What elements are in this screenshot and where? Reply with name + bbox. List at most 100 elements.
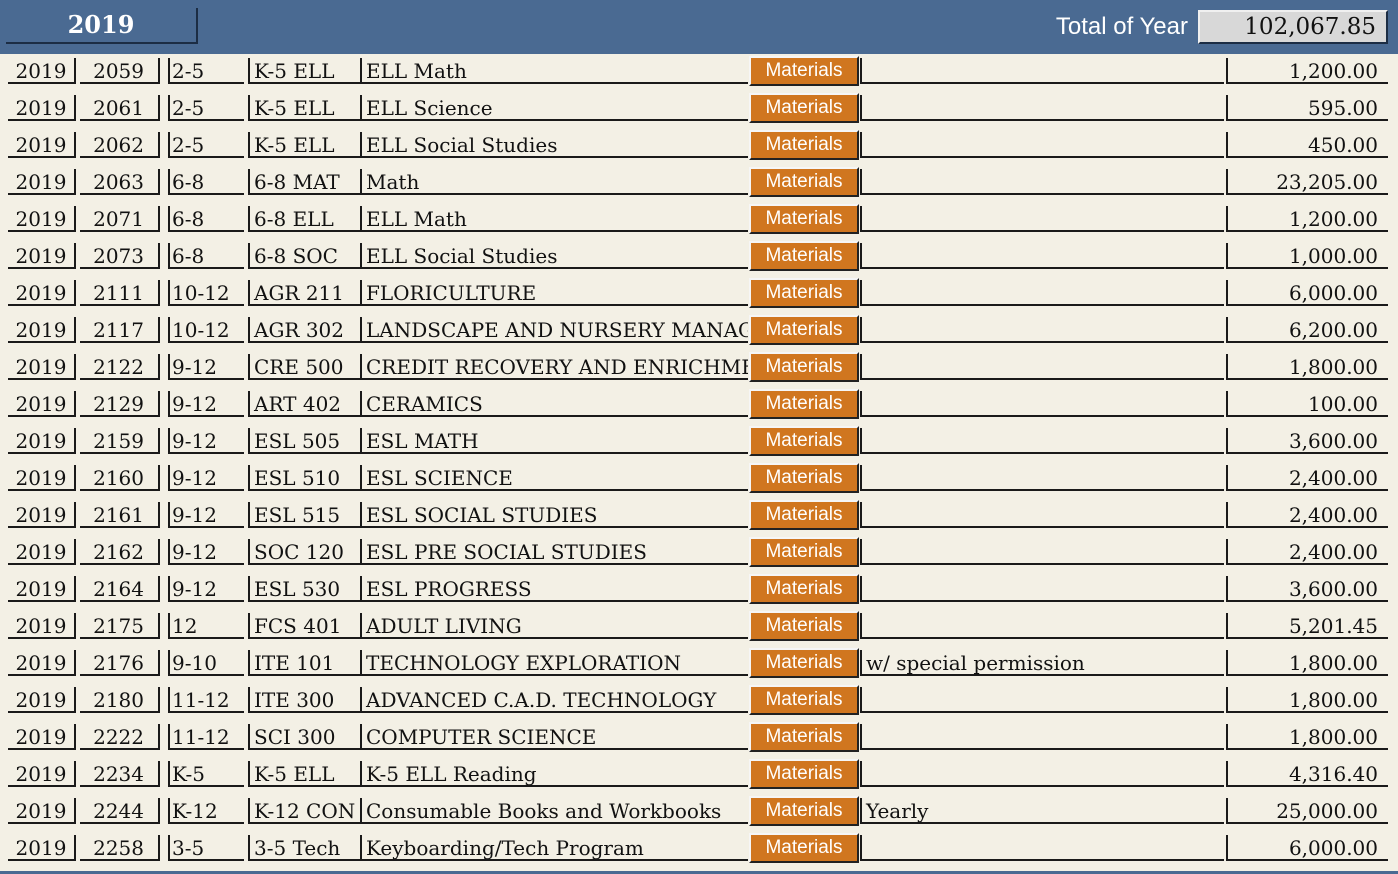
cell-note: w/ special permission	[860, 650, 1224, 676]
cell-number: 2063	[80, 169, 160, 195]
materials-button[interactable]: Materials	[749, 648, 859, 678]
materials-button[interactable]: Materials	[749, 463, 859, 493]
cell-number: 2176	[80, 650, 160, 676]
table-row: 2019 2244 K-12 K-12 CON Consumable Books and…	[0, 794, 1398, 831]
materials-button[interactable]: Materials	[749, 278, 859, 308]
cell-course-code: ITE 101	[248, 650, 360, 676]
table-row: 2019 2071 6-8 6-8 ELL ELL Math 1,200.00 Materi…	[0, 202, 1398, 239]
materials-button[interactable]: Materials	[749, 537, 859, 567]
cell-note	[860, 761, 1224, 787]
materials-button[interactable]: Materials	[749, 56, 859, 86]
cell-grade: K-12	[168, 798, 244, 824]
materials-button[interactable]: Materials	[749, 796, 859, 826]
materials-button[interactable]: Materials	[749, 204, 859, 234]
cell-course-code: ESL 505	[248, 428, 360, 454]
materials-button[interactable]: Materials	[749, 241, 859, 271]
cell-grade: 9-12	[168, 354, 244, 380]
cell-amount: 595.00	[1226, 95, 1388, 121]
cell-number: 2244	[80, 798, 160, 824]
table-row: 2019 2258 3-5 3-5 Tech Keyboarding/Tech Prog…	[0, 831, 1398, 868]
cell-amount: 6,000.00	[1226, 835, 1388, 861]
table-row: 2019 2159 9-12 ESL 505 ESL MATH 3,600.00 Mater…	[0, 424, 1398, 461]
cell-year: 2019	[8, 539, 76, 565]
cell-number: 2073	[80, 243, 160, 269]
table-row: 2019 2160 9-12 ESL 510 ESL SCIENCE 2,400.00 Ma…	[0, 461, 1398, 498]
cell-course-code: K-5 ELL	[248, 58, 360, 84]
cell-note	[860, 428, 1224, 454]
cell-number: 2234	[80, 761, 160, 787]
total-of-year-value: 102,067.85	[1198, 10, 1388, 44]
table-row: 2019 2234 K-5 K-5 ELL K-5 ELL Reading 4,316.4…	[0, 757, 1398, 794]
table-row: 2019 2164 9-12 ESL 530 ESL PROGRESS 3,600.00 M…	[0, 572, 1398, 609]
cell-amount: 3,600.00	[1226, 576, 1388, 602]
cell-course-code: ESL 530	[248, 576, 360, 602]
cell-year: 2019	[8, 465, 76, 491]
cell-amount: 1,000.00	[1226, 243, 1388, 269]
table-row: 2019 2175 12 FCS 401 ADULT LIVING 5,201.45 Mat…	[0, 609, 1398, 646]
table-row: 2019 2180 11-12 ITE 300 ADVANCED C.A.D. TECH…	[0, 683, 1398, 720]
cell-year: 2019	[8, 95, 76, 121]
table-row: 2019 2062 2-5 K-5 ELL ELL Social Studies 450.…	[0, 128, 1398, 165]
cell-course-title: Math	[360, 169, 748, 195]
table-row: 2019 2111 10-12 AGR 211 FLORICULTURE 6,000.00…	[0, 276, 1398, 313]
cell-year: 2019	[8, 428, 76, 454]
cell-course-title: ELL Math	[360, 58, 748, 84]
cell-note	[860, 465, 1224, 491]
cell-course-title: K-5 ELL Reading	[360, 761, 748, 787]
cell-grade: 6-8	[168, 243, 244, 269]
year-tab[interactable]: 2019	[6, 8, 198, 44]
materials-button[interactable]: Materials	[749, 130, 859, 160]
cell-course-code: ART 402	[248, 391, 360, 417]
materials-button[interactable]: Materials	[749, 722, 859, 752]
cell-course-title: LANDSCAPE AND NURSERY MANAGE	[360, 317, 748, 343]
cell-year: 2019	[8, 317, 76, 343]
cell-grade: 6-8	[168, 169, 244, 195]
materials-button[interactable]: Materials	[749, 426, 859, 456]
materials-button[interactable]: Materials	[749, 389, 859, 419]
materials-button[interactable]: Materials	[749, 315, 859, 345]
cell-course-title: Consumable Books and Workbooks	[360, 798, 748, 824]
cell-year: 2019	[8, 169, 76, 195]
cell-course-title: ELL Science	[360, 95, 748, 121]
materials-button[interactable]: Materials	[749, 833, 859, 863]
cell-amount: 1,800.00	[1226, 724, 1388, 750]
materials-button[interactable]: Materials	[749, 93, 859, 123]
cell-course-code: K-5 ELL	[248, 761, 360, 787]
cell-note	[860, 243, 1224, 269]
cell-year: 2019	[8, 687, 76, 713]
cell-course-title: ESL SCIENCE	[360, 465, 748, 491]
cell-amount: 1,200.00	[1226, 206, 1388, 232]
materials-button[interactable]: Materials	[749, 352, 859, 382]
table-row: 2019 2222 11-12 SCI 300 COMPUTER SCIENCE 1,80…	[0, 720, 1398, 757]
table-row: 2019 2063 6-8 6-8 MAT Math 23,205.00 Materials	[0, 165, 1398, 202]
cell-amount: 1,800.00	[1226, 354, 1388, 380]
materials-button[interactable]: Materials	[749, 574, 859, 604]
cell-note	[860, 132, 1224, 158]
materials-button[interactable]: Materials	[749, 685, 859, 715]
table-row: 2019 2129 9-12 ART 402 CERAMICS 100.00 Materia…	[0, 387, 1398, 424]
cell-amount: 1,800.00	[1226, 650, 1388, 676]
materials-button[interactable]: Materials	[749, 759, 859, 789]
cell-year: 2019	[8, 243, 76, 269]
cell-course-code: ITE 300	[248, 687, 360, 713]
materials-button[interactable]: Materials	[749, 611, 859, 641]
cell-note	[860, 613, 1224, 639]
materials-button[interactable]: Materials	[749, 167, 859, 197]
table-row: 2019 2161 9-12 ESL 515 ESL SOCIAL STUDIES 2,4…	[0, 498, 1398, 535]
cell-course-code: FCS 401	[248, 613, 360, 639]
cell-amount: 4,316.40	[1226, 761, 1388, 787]
cell-note	[860, 354, 1224, 380]
cell-number: 2162	[80, 539, 160, 565]
cell-amount: 3,600.00	[1226, 428, 1388, 454]
cell-number: 2071	[80, 206, 160, 232]
materials-button[interactable]: Materials	[749, 500, 859, 530]
cell-amount: 6,200.00	[1226, 317, 1388, 343]
cell-note	[860, 576, 1224, 602]
cell-grade: 9-10	[168, 650, 244, 676]
cell-year: 2019	[8, 58, 76, 84]
table-row: 2019 2073 6-8 6-8 SOC ELL Social Studies 1,00…	[0, 239, 1398, 276]
cell-note	[860, 502, 1224, 528]
cell-number: 2129	[80, 391, 160, 417]
cell-number: 2061	[80, 95, 160, 121]
cell-note	[860, 95, 1224, 121]
